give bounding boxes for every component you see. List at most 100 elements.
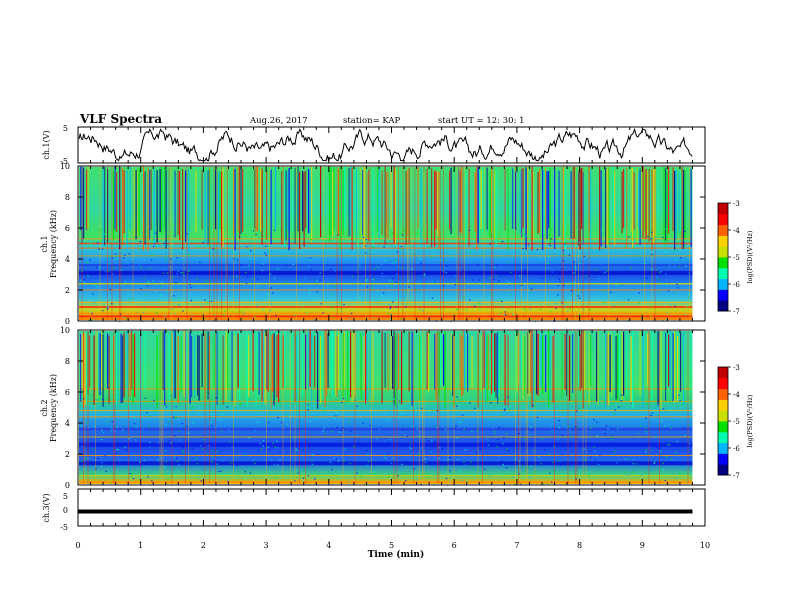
spectrogram-speckle	[651, 237, 654, 239]
ch1-ytick-bottom: -5	[60, 157, 68, 166]
spectrogram-burst	[143, 166, 145, 251]
spectrogram-speckle	[614, 450, 617, 453]
spectrogram-speckle	[310, 298, 313, 300]
spectrogram-speckle	[640, 317, 643, 319]
x-tick-label: 1	[138, 541, 143, 550]
spectrogram-speckle	[199, 287, 201, 289]
spectrogram-speckle	[378, 428, 381, 431]
spectrogram-speckle	[534, 471, 537, 473]
spectrogram-speckle	[468, 397, 471, 399]
spectrogram-speckle	[314, 416, 316, 418]
spectrogram-speckle	[550, 238, 553, 240]
spectrogram-speckle	[650, 305, 652, 308]
spectrogram-speckle	[271, 430, 273, 432]
spectrogram-burst	[330, 330, 332, 388]
spectrogram-speckle	[92, 448, 95, 450]
spectrogram-burst	[378, 168, 380, 239]
spectrogram-speckle	[182, 310, 184, 312]
spectrogram-speckle	[104, 271, 107, 273]
spectrogram-speckle	[401, 463, 403, 466]
spectrogram-burst	[588, 331, 590, 407]
spectrogram-speckle	[359, 475, 362, 477]
spectrogram-burst	[137, 170, 139, 237]
spectrogram-speckle	[583, 448, 585, 450]
spectrogram-speckle	[81, 445, 83, 447]
spectrogram-speckle	[664, 425, 666, 427]
spectrogram-speckle	[116, 426, 118, 428]
spectrogram-speckle	[89, 242, 92, 245]
spectrogram-speckle	[160, 456, 163, 458]
spectrogram-speckle	[80, 279, 82, 281]
spectrogram-burst	[132, 334, 134, 403]
spectrogram-speckle	[273, 229, 276, 232]
spectrogram-speckle	[292, 394, 295, 396]
spectrogram-burst	[459, 167, 461, 320]
spectrogram-speckle	[186, 414, 188, 416]
spectrogram-speckle	[447, 458, 449, 461]
spectrogram-burst	[107, 333, 109, 389]
spectrogram-speckle	[473, 305, 476, 308]
spectrogram-speckle	[181, 422, 184, 425]
spectrogram-speckle	[495, 274, 497, 276]
spectrogram-speckle	[375, 299, 377, 301]
spectrogram-speckle	[654, 461, 656, 463]
spectrogram-speckle	[554, 470, 556, 473]
spectrogram-burst	[489, 172, 491, 238]
spectrogram-burst	[438, 331, 440, 484]
spectrogram-speckle	[238, 235, 241, 238]
spectrogram-speckle	[497, 438, 499, 440]
spectrogram-burst	[159, 168, 161, 233]
spectrogram-speckle	[87, 457, 89, 459]
spectrogram-speckle	[498, 426, 501, 428]
spectrogram-speckle	[439, 447, 441, 449]
spectrogram-burst	[552, 335, 554, 403]
spectrogram-burst	[129, 332, 131, 397]
spectrogram-speckle	[102, 310, 104, 312]
spectrogram-speckle	[291, 462, 294, 464]
spectrogram-speckle	[584, 428, 587, 431]
ch3-ytick-bottom: -5	[60, 523, 68, 532]
spectrogram-speckle	[407, 303, 409, 305]
spectrogram-speckle	[615, 414, 618, 417]
spectrogram-burst	[572, 167, 573, 320]
spectrogram-speckle	[408, 286, 410, 288]
spectrogram-speckle	[200, 306, 203, 308]
spectrogram-burst	[284, 169, 286, 248]
spectrogram-speckle	[579, 469, 582, 472]
spectrogram-speckle	[131, 263, 134, 265]
ch3-waveform-ticks	[77, 489, 706, 526]
spectrogram-speckle	[272, 442, 274, 445]
spectrogram-speckle	[565, 232, 567, 234]
spectrogram-speckle	[575, 478, 577, 480]
spectrogram-burst	[621, 331, 623, 401]
spectrogram-speckle	[416, 233, 418, 235]
spectrogram-burst	[680, 332, 682, 392]
spectrogram-burst	[396, 333, 398, 407]
spectrogram-speckle	[610, 398, 612, 400]
spectrogram-speckle	[578, 297, 581, 299]
spectrogram-speckle	[295, 448, 297, 450]
spectrogram-speckle	[597, 288, 599, 290]
spectrogram-burst	[302, 170, 304, 232]
spectrogram-burst	[575, 167, 576, 320]
spectrogram-band	[79, 315, 693, 318]
spectrogram-speckle	[633, 403, 635, 405]
spectrogram-speckle	[451, 273, 454, 275]
spectrogram-speckle	[147, 281, 150, 284]
spectrogram-speckle	[350, 312, 353, 314]
spectrogram-speckle	[570, 436, 573, 438]
spectrogram-speckle	[256, 278, 259, 280]
spectrogram-speckle	[665, 455, 668, 458]
spectrogram-speckle	[572, 281, 575, 283]
spectrogram-speckle	[387, 462, 389, 464]
spectrogram-speckle	[126, 405, 128, 408]
spectrogram-speckle	[170, 258, 172, 260]
spectrogram-burst	[527, 331, 528, 484]
spectrogram-burst	[191, 335, 193, 398]
spectrogram-speckle	[400, 413, 402, 415]
spectrogram-speckle	[406, 435, 409, 437]
spectrogram-speckle	[542, 291, 545, 293]
spectrogram-speckle	[246, 411, 249, 413]
spectrogram-burst	[537, 333, 539, 396]
spectrogram-burst	[188, 331, 189, 484]
